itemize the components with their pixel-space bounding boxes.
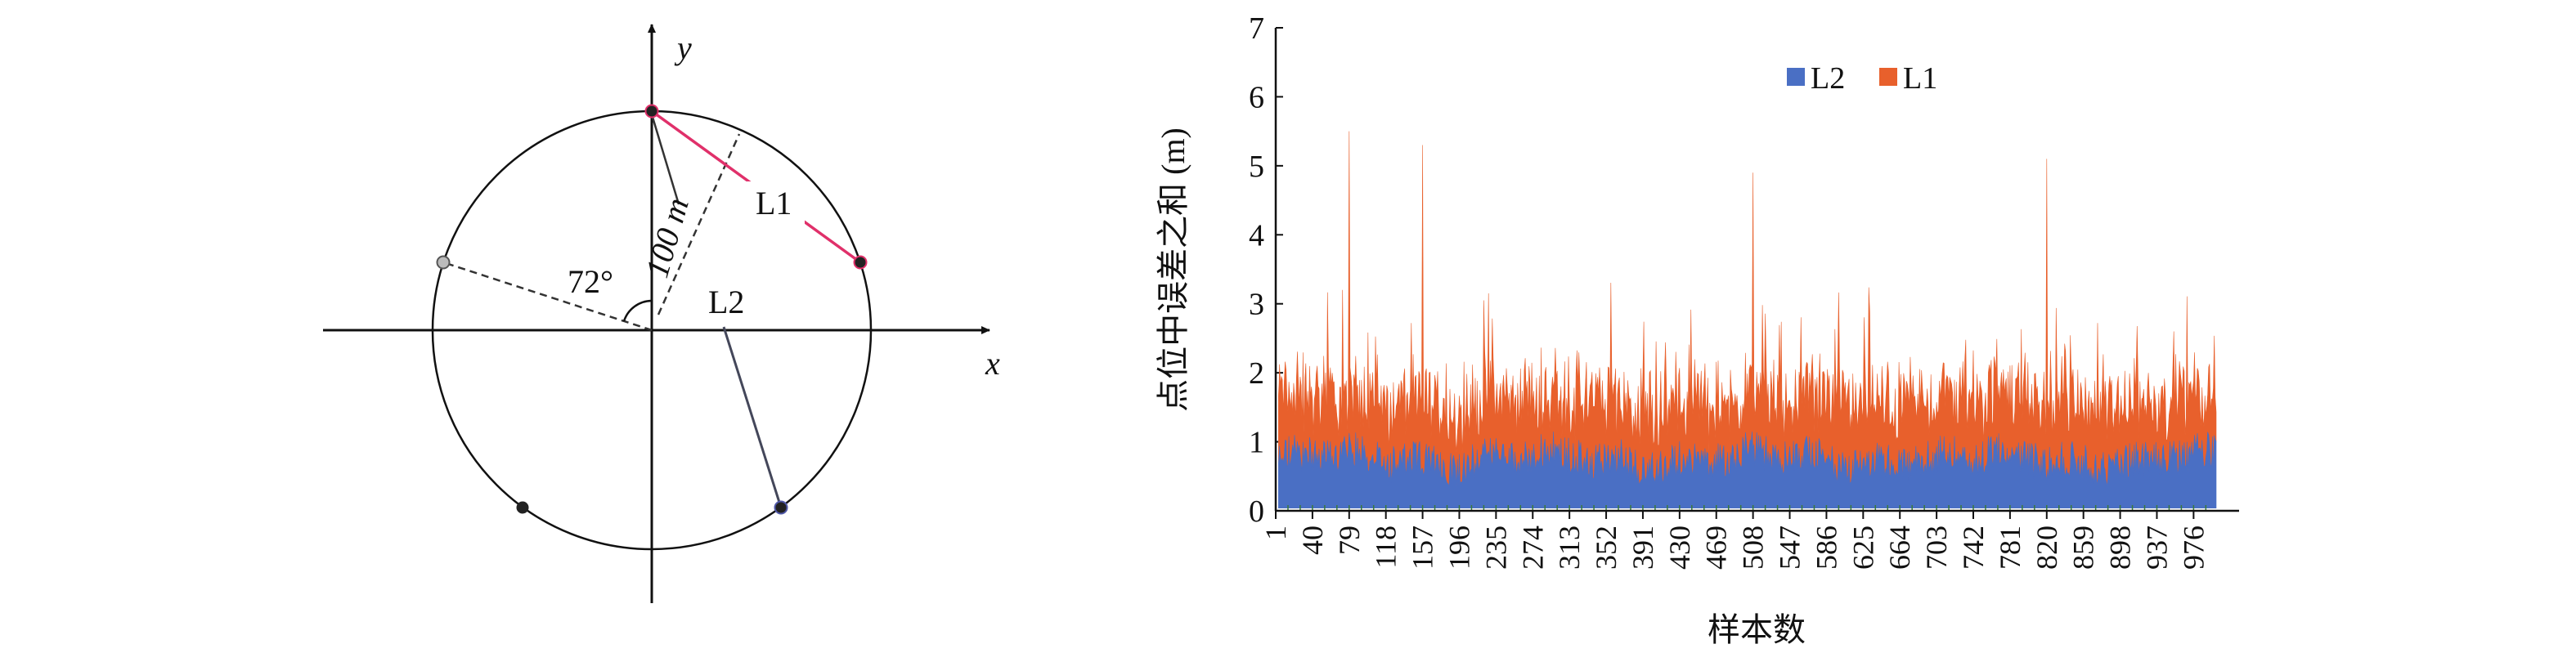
x-tick-label: 625 (1847, 526, 1879, 570)
x-tick-label: 157 (1407, 526, 1439, 570)
x-tick-label: 781 (1994, 526, 2026, 570)
radius-label: 100 m (638, 194, 696, 281)
point-top (644, 104, 659, 119)
geometry-diagram: x y 72° 100 m L1 L2 (323, 24, 1000, 603)
x-tick-label: 430 (1663, 526, 1696, 570)
x-tick-label: 664 (1883, 526, 1916, 570)
area-series-l2 (1278, 432, 2217, 508)
point-bottom-right (774, 500, 788, 515)
x-axis-label: x (985, 345, 1000, 382)
point-right (853, 255, 868, 270)
y-tick-label: 7 (1249, 11, 1264, 46)
y-axis-label: y (674, 29, 692, 66)
x-tick-label: 898 (2104, 526, 2137, 570)
x-tick-label: 118 (1370, 526, 1402, 569)
line-l2 (722, 326, 783, 508)
line-l1-label: L1 (756, 185, 792, 221)
x-tick-label: 976 (2177, 526, 2210, 570)
y-tick-label: 6 (1249, 80, 1264, 114)
x-tick-label: 235 (1479, 526, 1512, 570)
legend-swatch-l1 (1879, 68, 1897, 86)
x-tick-label: 703 (1920, 526, 1953, 570)
x-tick-label: 547 (1774, 526, 1806, 570)
x-tick-label: 1 (1259, 526, 1292, 540)
x-tick-label: 79 (1333, 526, 1366, 555)
x-tick-label: 313 (1553, 526, 1586, 570)
point-left (436, 255, 451, 270)
x-tick-label: 586 (1810, 526, 1842, 570)
angle-arc (622, 299, 653, 322)
legend: L2 L1 (1787, 61, 1937, 96)
y-tick-label: 3 (1249, 288, 1264, 322)
y-tick-label: 5 (1249, 150, 1264, 184)
legend-swatch-l2 (1787, 68, 1805, 86)
x-tick-label: 40 (1296, 526, 1329, 555)
x-tick-label: 820 (2031, 526, 2063, 570)
l1-label-bg (746, 181, 805, 224)
y-tick-label: 2 (1249, 356, 1264, 391)
legend-label-l2: L2 (1811, 61, 1845, 96)
point-bottom-left (516, 501, 529, 514)
line-l2-label: L2 (708, 284, 744, 320)
radius-leader-line (650, 114, 680, 205)
x-tick-label: 937 (2140, 526, 2173, 570)
x-tick-label: 391 (1627, 526, 1659, 570)
y-tick-label: 0 (1249, 494, 1264, 529)
x-tick-label: 469 (1700, 526, 1733, 570)
dashed-radius (442, 261, 653, 332)
y-tick-label: 4 (1249, 218, 1264, 253)
x-tick-label: 196 (1443, 526, 1475, 570)
x-ticks: 1 40 79 118 157 196 235 274 313 352 391 430 469 508 54… (1259, 505, 2210, 570)
y-axis-title: 点位中误差之和 (m) (1155, 127, 1192, 412)
x-tick-label: 508 (1737, 526, 1770, 570)
x-tick-label: 859 (2067, 526, 2100, 570)
x-tick-label: 352 (1590, 526, 1622, 570)
x-tick-label: 742 (1957, 526, 1990, 570)
x-axis-title: 样本数 (1708, 611, 1806, 648)
y-tick-label: 1 (1249, 426, 1264, 460)
legend-label-l1: L1 (1903, 61, 1937, 96)
x-tick-label: 274 (1516, 526, 1549, 570)
data-areas (1278, 131, 2217, 508)
angle-label: 72° (568, 263, 613, 300)
